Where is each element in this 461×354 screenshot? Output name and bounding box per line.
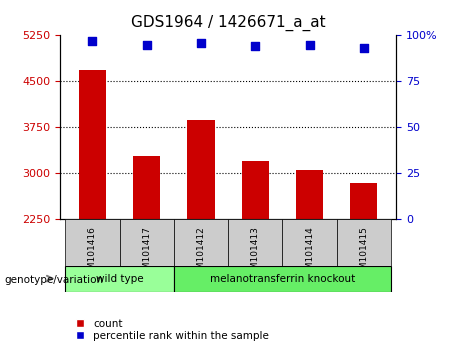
Bar: [296, 170, 323, 219]
Bar: [350, 183, 378, 219]
Text: GSM101417: GSM101417: [142, 227, 151, 281]
Legend: count, percentile rank within the sample: count, percentile rank within the sample: [65, 315, 273, 345]
Bar: [174, 219, 228, 266]
Bar: [242, 161, 269, 219]
Bar: [65, 266, 174, 292]
Bar: [174, 266, 391, 292]
Text: GSM101412: GSM101412: [196, 227, 206, 281]
Bar: [79, 70, 106, 219]
Bar: [283, 219, 337, 266]
Bar: [65, 219, 120, 266]
Bar: [188, 120, 215, 219]
Point: [306, 42, 313, 47]
Point: [360, 45, 367, 51]
Bar: [133, 156, 160, 219]
Text: GSM101414: GSM101414: [305, 227, 314, 281]
Text: GSM101415: GSM101415: [360, 227, 368, 281]
Point: [252, 44, 259, 49]
Point: [197, 40, 205, 46]
Bar: [228, 219, 283, 266]
Bar: [337, 219, 391, 266]
Bar: [120, 219, 174, 266]
Point: [89, 38, 96, 44]
Point: [143, 42, 150, 47]
Text: GSM101413: GSM101413: [251, 227, 260, 281]
Text: genotype/variation: genotype/variation: [5, 275, 104, 285]
Title: GDS1964 / 1426671_a_at: GDS1964 / 1426671_a_at: [131, 15, 325, 31]
Text: wild type: wild type: [96, 274, 143, 284]
Text: GSM101416: GSM101416: [88, 227, 97, 281]
Text: melanotransferrin knockout: melanotransferrin knockout: [210, 274, 355, 284]
